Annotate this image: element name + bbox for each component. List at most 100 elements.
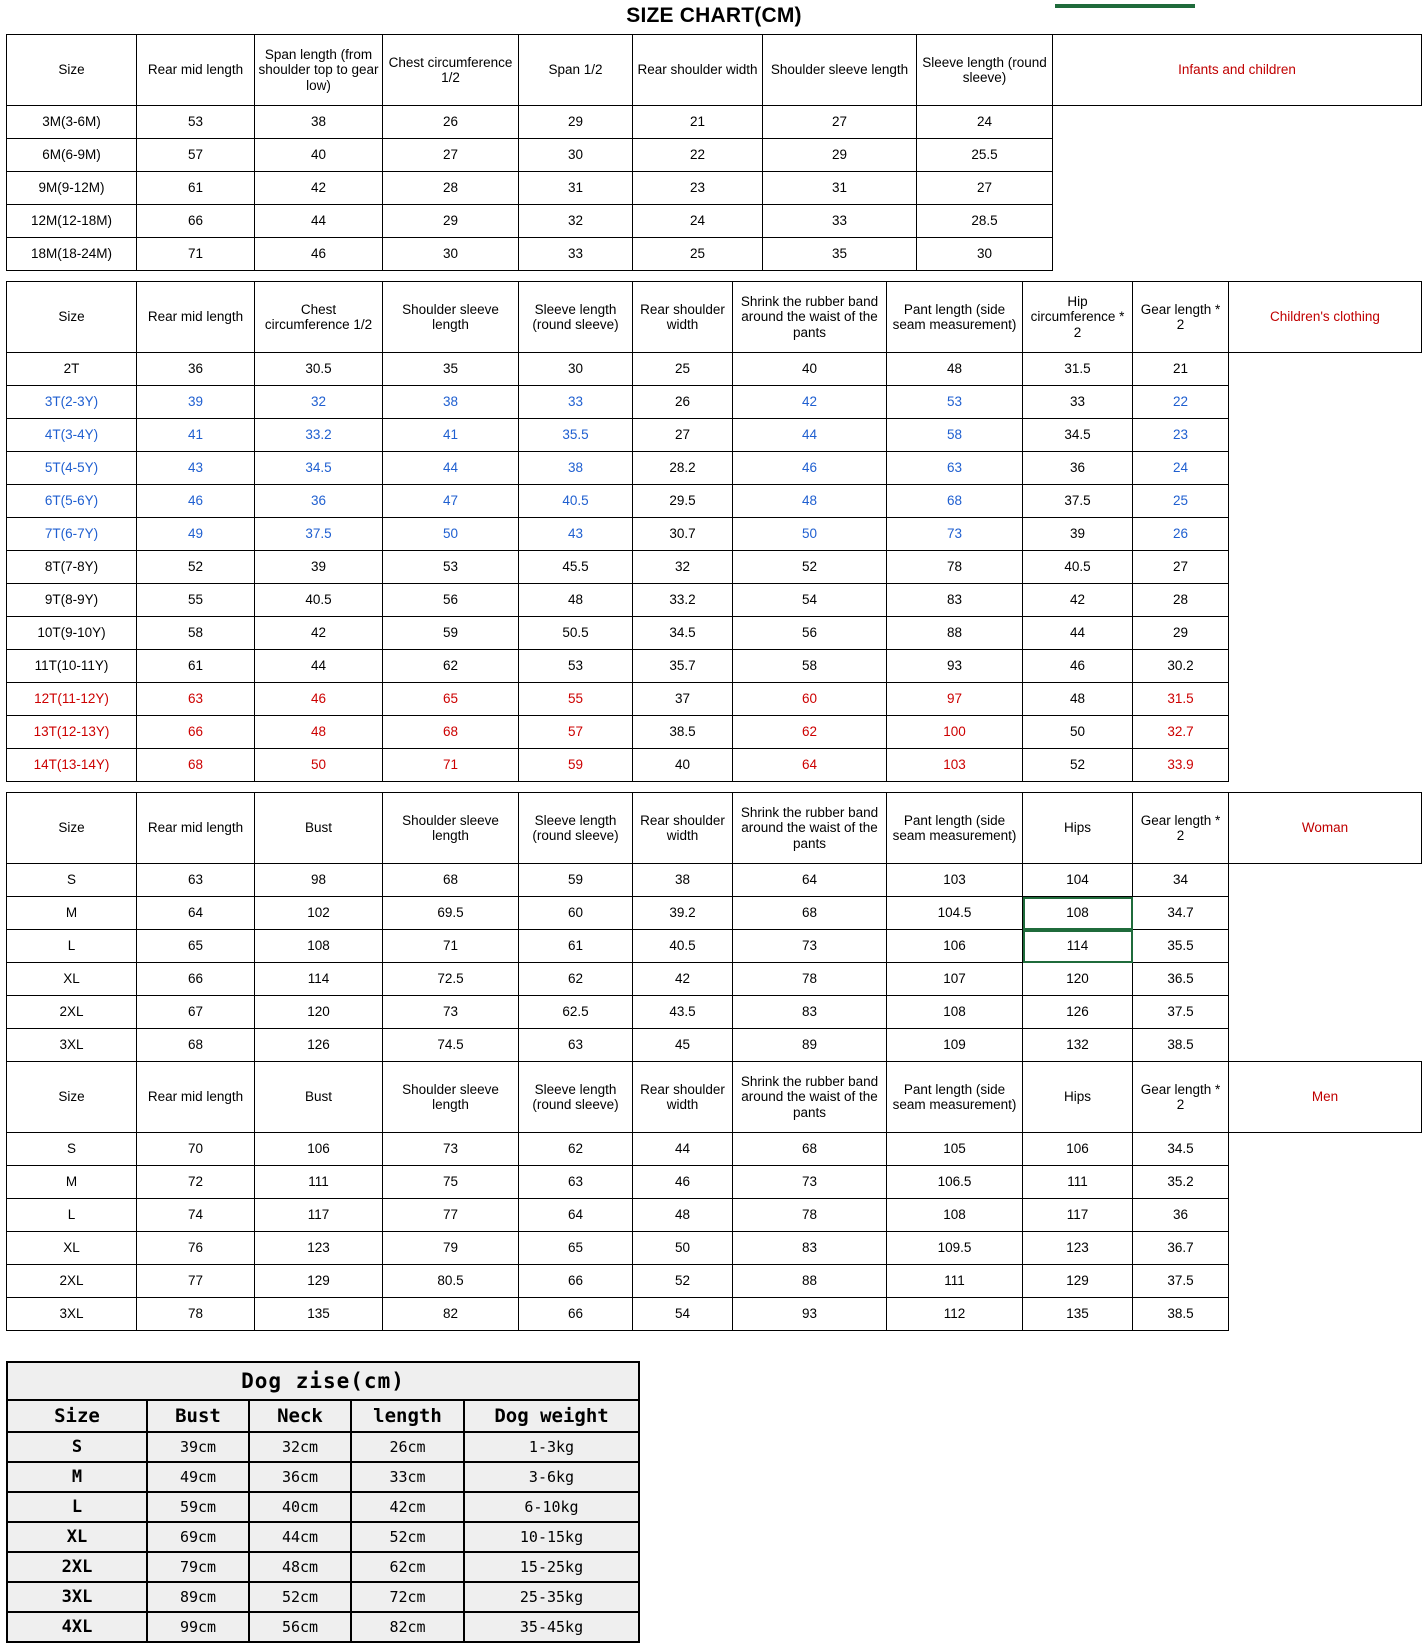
cell: 50 bbox=[1022, 715, 1133, 749]
cell: 64 bbox=[518, 1198, 633, 1232]
cell: 47 bbox=[382, 484, 519, 518]
cell: 10-15kg bbox=[462, 1521, 641, 1553]
cell: 2XL bbox=[6, 1551, 148, 1583]
table-row: 3T(2-3Y) 39 32 38 33 26 42 53 33 22 bbox=[6, 385, 1422, 419]
table-row: 2XL 79cm 48cm 62cm 15-25kg bbox=[6, 1551, 641, 1583]
cell: 43.5 bbox=[632, 995, 733, 1029]
size-chart-page: SIZE CHART(CM) Size Rear mid length Span… bbox=[0, 4, 1428, 1643]
cell: 49 bbox=[136, 517, 255, 551]
cell: 82cm bbox=[350, 1611, 465, 1643]
cell: 37.5 bbox=[254, 517, 383, 551]
cell: 75 bbox=[382, 1165, 519, 1199]
cell: 77 bbox=[382, 1198, 519, 1232]
top-selection-bar bbox=[1055, 4, 1195, 8]
table-row: L 74 117 77 64 48 78 108 117 36 bbox=[6, 1198, 1422, 1232]
cell: 35.2 bbox=[1132, 1165, 1229, 1199]
cell: 45 bbox=[632, 1028, 733, 1062]
cell: L bbox=[6, 1198, 137, 1232]
men-header-cell: Hips bbox=[1022, 1061, 1133, 1133]
cell: 25.5 bbox=[916, 138, 1053, 172]
cell: 30.7 bbox=[632, 517, 733, 551]
cell: 42 bbox=[732, 385, 887, 419]
table-row: 3XL 68 126 74.5 63 45 89 109 132 38.5 bbox=[6, 1028, 1422, 1062]
cell: 78 bbox=[732, 962, 887, 996]
cell: 135 bbox=[254, 1297, 383, 1331]
cell: 12T(11-12Y) bbox=[6, 682, 137, 716]
cell: 68 bbox=[136, 1028, 255, 1062]
cell: 26 bbox=[632, 385, 733, 419]
cell: 48 bbox=[1022, 682, 1133, 716]
cell: 25 bbox=[632, 237, 763, 271]
cell: 76 bbox=[136, 1231, 255, 1265]
cell: 6M(6-9M) bbox=[6, 138, 137, 172]
cell: 11T(10-11Y) bbox=[6, 649, 137, 683]
cell: 32 bbox=[254, 385, 383, 419]
dog-header-cell: length bbox=[350, 1399, 465, 1433]
table-row: 5T(4-5Y) 43 34.5 44 38 28.2 46 63 36 24 bbox=[6, 451, 1422, 485]
cell: 35.7 bbox=[632, 649, 733, 683]
children-header-cell: Rear mid length bbox=[136, 281, 255, 353]
cell: 29.5 bbox=[632, 484, 733, 518]
cell: 103 bbox=[886, 863, 1023, 897]
cell: 23 bbox=[1132, 418, 1229, 452]
table-row: 12T(11-12Y) 63 46 65 55 37 60 97 48 31.5 bbox=[6, 682, 1422, 716]
cell: 39 bbox=[1022, 517, 1133, 551]
cell: 73 bbox=[732, 1165, 887, 1199]
cell: 33.9 bbox=[1132, 748, 1229, 782]
cell: 38 bbox=[632, 863, 733, 897]
table-row: 2XL 67 120 73 62.5 43.5 83 108 126 37.5 bbox=[6, 995, 1422, 1029]
cell: 33cm bbox=[350, 1461, 465, 1493]
men-category-label: Men bbox=[1228, 1061, 1422, 1133]
table-row: XL 69cm 44cm 52cm 10-15kg bbox=[6, 1521, 641, 1553]
cell: 64 bbox=[732, 748, 887, 782]
cell: 60 bbox=[518, 896, 633, 930]
cell: 120 bbox=[1022, 962, 1133, 996]
cell: 32cm bbox=[248, 1431, 352, 1463]
cell: 30 bbox=[518, 138, 633, 172]
men-header-cell: Bust bbox=[254, 1061, 383, 1133]
woman-header-cell: Shrink the rubber band around the waist … bbox=[732, 792, 887, 864]
cell: 83 bbox=[886, 583, 1023, 617]
cell: 109.5 bbox=[886, 1231, 1023, 1265]
woman-header-row: Size Rear mid length Bust Shoulder sleev… bbox=[6, 792, 1422, 864]
cell: 33 bbox=[1022, 385, 1133, 419]
cell: M bbox=[6, 1165, 137, 1199]
cell: 39 bbox=[136, 385, 255, 419]
table-row: 2T 36 30.5 35 30 25 40 48 31.5 21 bbox=[6, 352, 1422, 386]
cell: 37 bbox=[632, 682, 733, 716]
cell: 29 bbox=[518, 105, 633, 139]
children-header-cell: Pant length (side seam measurement) bbox=[886, 281, 1023, 353]
cell: 66 bbox=[136, 715, 255, 749]
cell: 3M(3-6M) bbox=[6, 105, 137, 139]
cell: 31 bbox=[762, 171, 917, 205]
table-row: S 39cm 32cm 26cm 1-3kg bbox=[6, 1431, 641, 1463]
table-row: XL 76 123 79 65 50 83 109.5 123 36.7 bbox=[6, 1231, 1422, 1265]
children-header-cell: Size bbox=[6, 281, 137, 353]
cell: 35-45kg bbox=[462, 1611, 641, 1643]
woman-header-cell: Gear length * 2 bbox=[1132, 792, 1229, 864]
table-row: M 72 111 75 63 46 73 106.5 111 35.2 bbox=[6, 1165, 1422, 1199]
cell: 48cm bbox=[248, 1551, 352, 1583]
cell: 53 bbox=[136, 105, 255, 139]
children-header-cell: Hip circumference * 2 bbox=[1022, 281, 1133, 353]
cell: 50 bbox=[382, 517, 519, 551]
table-row: 4T(3-4Y) 41 33.2 41 35.5 27 44 58 34.5 23 bbox=[6, 418, 1422, 452]
cell: 107 bbox=[886, 962, 1023, 996]
cell: 28 bbox=[1132, 583, 1229, 617]
cell: 129 bbox=[254, 1264, 383, 1298]
cell: 28.5 bbox=[916, 204, 1053, 238]
cell: 31 bbox=[518, 171, 633, 205]
cell: 21 bbox=[1132, 352, 1229, 386]
cell: 30.2 bbox=[1132, 649, 1229, 683]
cell: 57 bbox=[518, 715, 633, 749]
children-header-cell: Shrink the rubber band around the waist … bbox=[732, 281, 887, 353]
cell: 63 bbox=[136, 863, 255, 897]
cell: 56cm bbox=[248, 1611, 352, 1643]
cell: 65 bbox=[382, 682, 519, 716]
cell: 42 bbox=[632, 962, 733, 996]
cell: 71 bbox=[382, 748, 519, 782]
cell: 126 bbox=[254, 1028, 383, 1062]
cell: M bbox=[6, 1461, 148, 1493]
cell: 40 bbox=[632, 748, 733, 782]
dog-header-cell: Neck bbox=[248, 1399, 352, 1433]
